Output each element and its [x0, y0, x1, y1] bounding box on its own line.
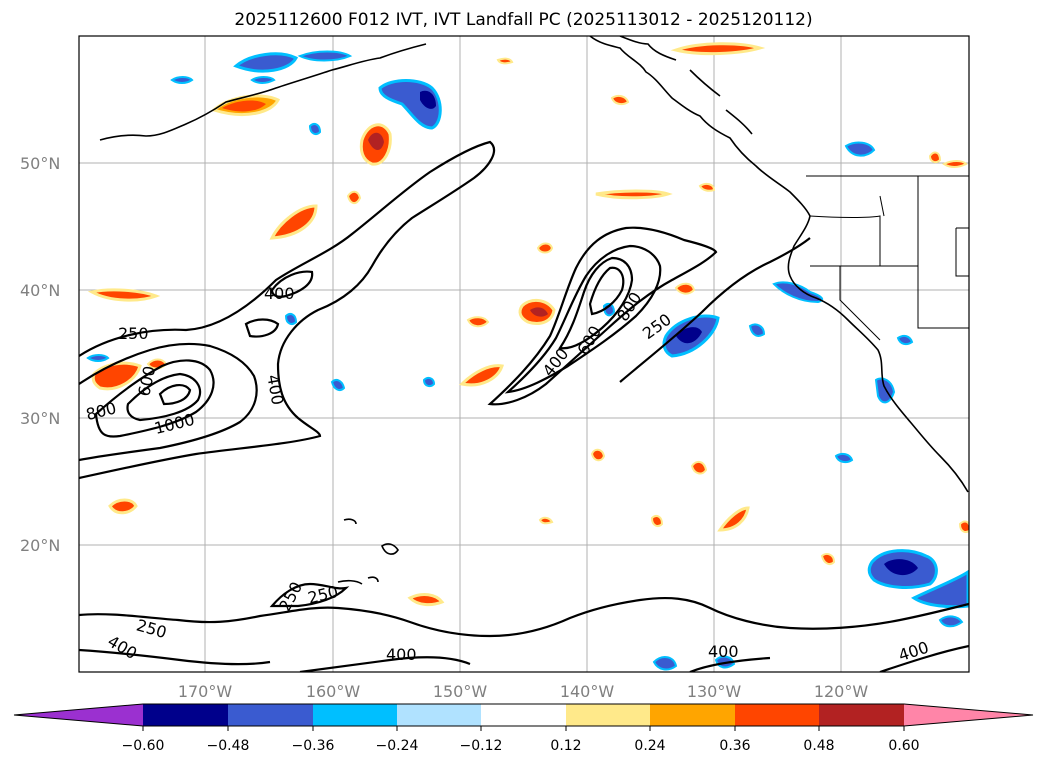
lon-label: 140°W — [560, 682, 615, 701]
colorbar-tick-label: −0.12 — [460, 738, 503, 754]
colorbar-segment — [143, 704, 228, 726]
colorbar-tick-label: 0.12 — [550, 738, 581, 754]
map-title: 2025112600 F012 IVT, IVT Landfall PC (20… — [234, 10, 813, 30]
colorbar-segment — [313, 704, 397, 726]
lon-label: 160°W — [306, 682, 361, 701]
colorbar-tick-label: −0.36 — [292, 738, 335, 754]
contour-label: 250 — [118, 324, 149, 343]
colorbar-max-arrow — [904, 704, 1033, 726]
lat-label: 30°N — [20, 409, 60, 428]
colorbar-segment — [481, 704, 566, 726]
pc-shading — [86, 42, 969, 671]
colorbar-min-arrow — [14, 704, 143, 726]
colorbar-tick-label: −0.48 — [207, 738, 250, 754]
lon-label: 120°W — [814, 682, 869, 701]
lat-label: 50°N — [20, 154, 60, 173]
contour-label: 400 — [708, 642, 739, 661]
colorbar-segment — [650, 704, 735, 726]
colorbar-tick-label: 0.48 — [803, 738, 834, 754]
latitude-labels: 50°N 40°N 30°N 20°N — [20, 154, 60, 555]
lon-label: 130°W — [687, 682, 742, 701]
colorbar-ticks — [142, 726, 905, 731]
ivt-contours — [79, 140, 969, 672]
lon-label: 150°W — [433, 682, 488, 701]
colorbar-tick-label: 0.60 — [888, 738, 919, 754]
colorbar-segment — [735, 704, 819, 726]
plot-area — [79, 36, 969, 672]
contour-label: 400 — [264, 284, 295, 303]
colorbar-segment — [228, 704, 313, 726]
state-boundaries — [806, 175, 969, 341]
lon-label: 170°W — [178, 682, 233, 701]
positive-patches — [87, 42, 969, 607]
lat-label: 20°N — [20, 536, 60, 555]
colorbar-segment — [397, 704, 481, 726]
coastlines — [99, 36, 969, 585]
colorbar-segment — [566, 704, 650, 726]
lat-label: 40°N — [20, 281, 60, 300]
longitude-labels: 170°W 160°W 150°W 140°W 130°W 120°W — [178, 682, 869, 701]
colorbar-tick-label: 0.24 — [634, 738, 665, 754]
colorbar-segment — [819, 704, 904, 726]
gridlines — [79, 36, 969, 672]
colorbar: −0.60 −0.48 −0.36 −0.24 −0.12 0.12 0.24 … — [13, 703, 1034, 754]
plot-frame — [78, 35, 970, 673]
colorbar-tick-label: −0.60 — [122, 738, 165, 754]
colorbar-tick-label: 0.36 — [719, 738, 750, 754]
contour-label: 400 — [386, 645, 417, 664]
colorbar-tick-label: −0.24 — [376, 738, 419, 754]
negative-patches — [86, 50, 969, 671]
